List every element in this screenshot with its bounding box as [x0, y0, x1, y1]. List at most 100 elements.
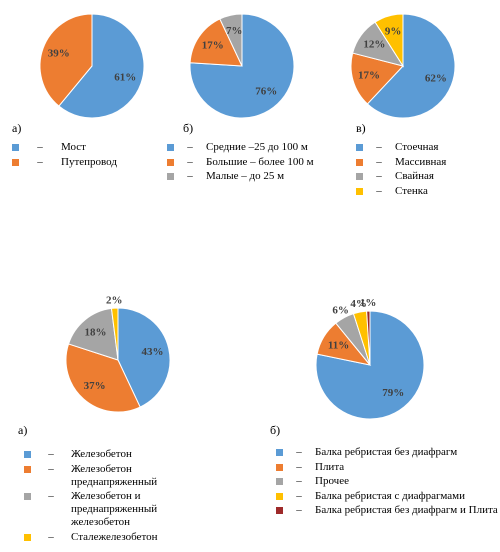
legend-text: Малые – до 25 м	[206, 170, 285, 182]
value-label: 6%	[332, 304, 349, 316]
value-label: 61%	[114, 72, 136, 84]
legend-text: Железобетон	[71, 448, 132, 460]
legend-dash: –	[187, 170, 193, 182]
legend-text: Стенка	[395, 184, 428, 197]
legend-item: – Путепровод	[12, 156, 161, 169]
value-label: 76%	[255, 85, 277, 97]
legend-text: Средние –25 до 100 м	[206, 141, 308, 153]
legend-text: Массивная	[395, 155, 447, 168]
legend-item: – Балка ребристая без диафрагм и Плита	[276, 504, 500, 517]
pie-slice	[366, 310, 371, 366]
legend-item: – Малые – до 25 м	[167, 170, 366, 183]
value-label: 18%	[84, 326, 106, 338]
legend-dash: –	[48, 530, 54, 543]
pie-slice	[39, 13, 93, 107]
legend-swatch	[356, 173, 363, 180]
pie-slice	[67, 307, 119, 361]
legend-text: Плита	[315, 460, 345, 473]
chart-label: в)	[356, 121, 366, 135]
legend-dash: –	[37, 155, 43, 168]
legend-dash: –	[376, 141, 382, 153]
legend-item: – Мост	[12, 141, 161, 154]
value-label: 11%	[328, 340, 349, 352]
legend-text: Железобетон и преднапряженный железобето…	[71, 490, 158, 528]
value-label: 1%	[360, 297, 377, 309]
legend-swatch	[24, 533, 31, 541]
value-label: 43%	[142, 346, 164, 358]
legend-item: – Большие – более 100 м	[167, 156, 366, 169]
legend-swatch	[167, 173, 174, 180]
legend-item: – Железобетон и преднапряженный железобет…	[24, 490, 191, 529]
legend-swatch	[356, 144, 363, 151]
legend-item: – Железобетон преднапряженный	[24, 463, 191, 489]
legend-dash: –	[296, 504, 302, 516]
legend-swatch	[167, 144, 174, 151]
legend-text: Прочее	[315, 475, 349, 487]
legend-dash: –	[37, 141, 43, 153]
legend-dash: –	[187, 141, 193, 153]
legend-swatch	[356, 158, 363, 166]
pie-slice	[350, 52, 404, 105]
value-label: 62%	[425, 73, 447, 85]
legend-swatch	[24, 493, 31, 500]
legend-swatch	[167, 158, 174, 166]
legend-dash: –	[376, 170, 382, 182]
legend-item: – Балка ребристая без диафрагм	[276, 446, 500, 459]
pie-slice	[366, 13, 456, 119]
legend-swatch	[276, 463, 283, 471]
legend-swatch	[24, 451, 31, 458]
legend-dash: –	[48, 448, 54, 460]
legend-item: – Стоечная	[356, 141, 495, 154]
legend-dash: –	[376, 155, 382, 168]
legend-swatch	[12, 158, 19, 166]
legend-text: Путепровод	[61, 155, 117, 168]
legend-text: Стоечная	[395, 141, 439, 153]
legend-text: Балка ребристая с диафрагмами	[315, 489, 465, 502]
legend-dash: –	[376, 184, 382, 197]
legend-swatch	[12, 144, 19, 151]
legend-dash: –	[296, 475, 302, 487]
legend-text: Балка ребристая без диафрагм	[315, 446, 458, 458]
legend-item: – Средние –25 до 100 м	[167, 141, 366, 154]
chart-label: а)	[18, 423, 28, 437]
legend-swatch	[24, 465, 31, 473]
legend-dash: –	[187, 155, 193, 168]
value-label: 12%	[363, 39, 385, 51]
pie-slice	[117, 307, 171, 408]
value-label: 9%	[385, 26, 402, 38]
pie-slice	[219, 13, 243, 67]
legend-text: Свайная	[395, 170, 434, 182]
legend: – Мост – Путепровод	[12, 141, 161, 170]
legend-swatch	[276, 492, 283, 500]
value-label: 79%	[382, 387, 404, 399]
legend-item: – Свайная	[356, 170, 495, 183]
value-label: 37%	[84, 380, 106, 392]
legend-item: – Стенка	[356, 185, 495, 198]
legend: – Средние –25 до 100 м – Большие – более 10…	[167, 141, 366, 185]
legend: – Балка ребристая без диафрагм – Плита – Проч…	[276, 446, 500, 519]
legend-swatch	[276, 478, 283, 485]
value-label: 39%	[48, 48, 70, 60]
value-label: 17%	[358, 69, 380, 81]
legend-text: Железобетон преднапряженный	[71, 462, 158, 488]
legend-item: – Железобетон	[24, 448, 191, 461]
legend: – Железобетон – Железобетон преднапряженный…	[24, 448, 191, 545]
legend-text: Балка ребристая без диафрагм и Плита	[315, 504, 498, 516]
pie-slice	[58, 13, 145, 119]
chart-label: б)	[183, 121, 194, 135]
legend-item: – Балка ребристая с диафрагмами	[276, 490, 500, 503]
legend-text: Большие – более 100 м	[206, 155, 314, 168]
chart-label: б)	[270, 423, 281, 437]
pie-slice	[189, 18, 243, 67]
legend-dash: –	[296, 460, 302, 473]
value-label: 2%	[106, 294, 123, 306]
legend: – Стоечная – Массивная – Свайная – Стенка	[356, 141, 495, 199]
legend-text: Мост	[61, 141, 86, 153]
legend-item: – Массивная	[356, 156, 495, 169]
legend-item: – Сталежелезобетон	[24, 531, 191, 544]
legend-dash: –	[48, 462, 54, 475]
pie-slice	[110, 307, 119, 361]
legend-item: – Прочее	[276, 475, 500, 488]
